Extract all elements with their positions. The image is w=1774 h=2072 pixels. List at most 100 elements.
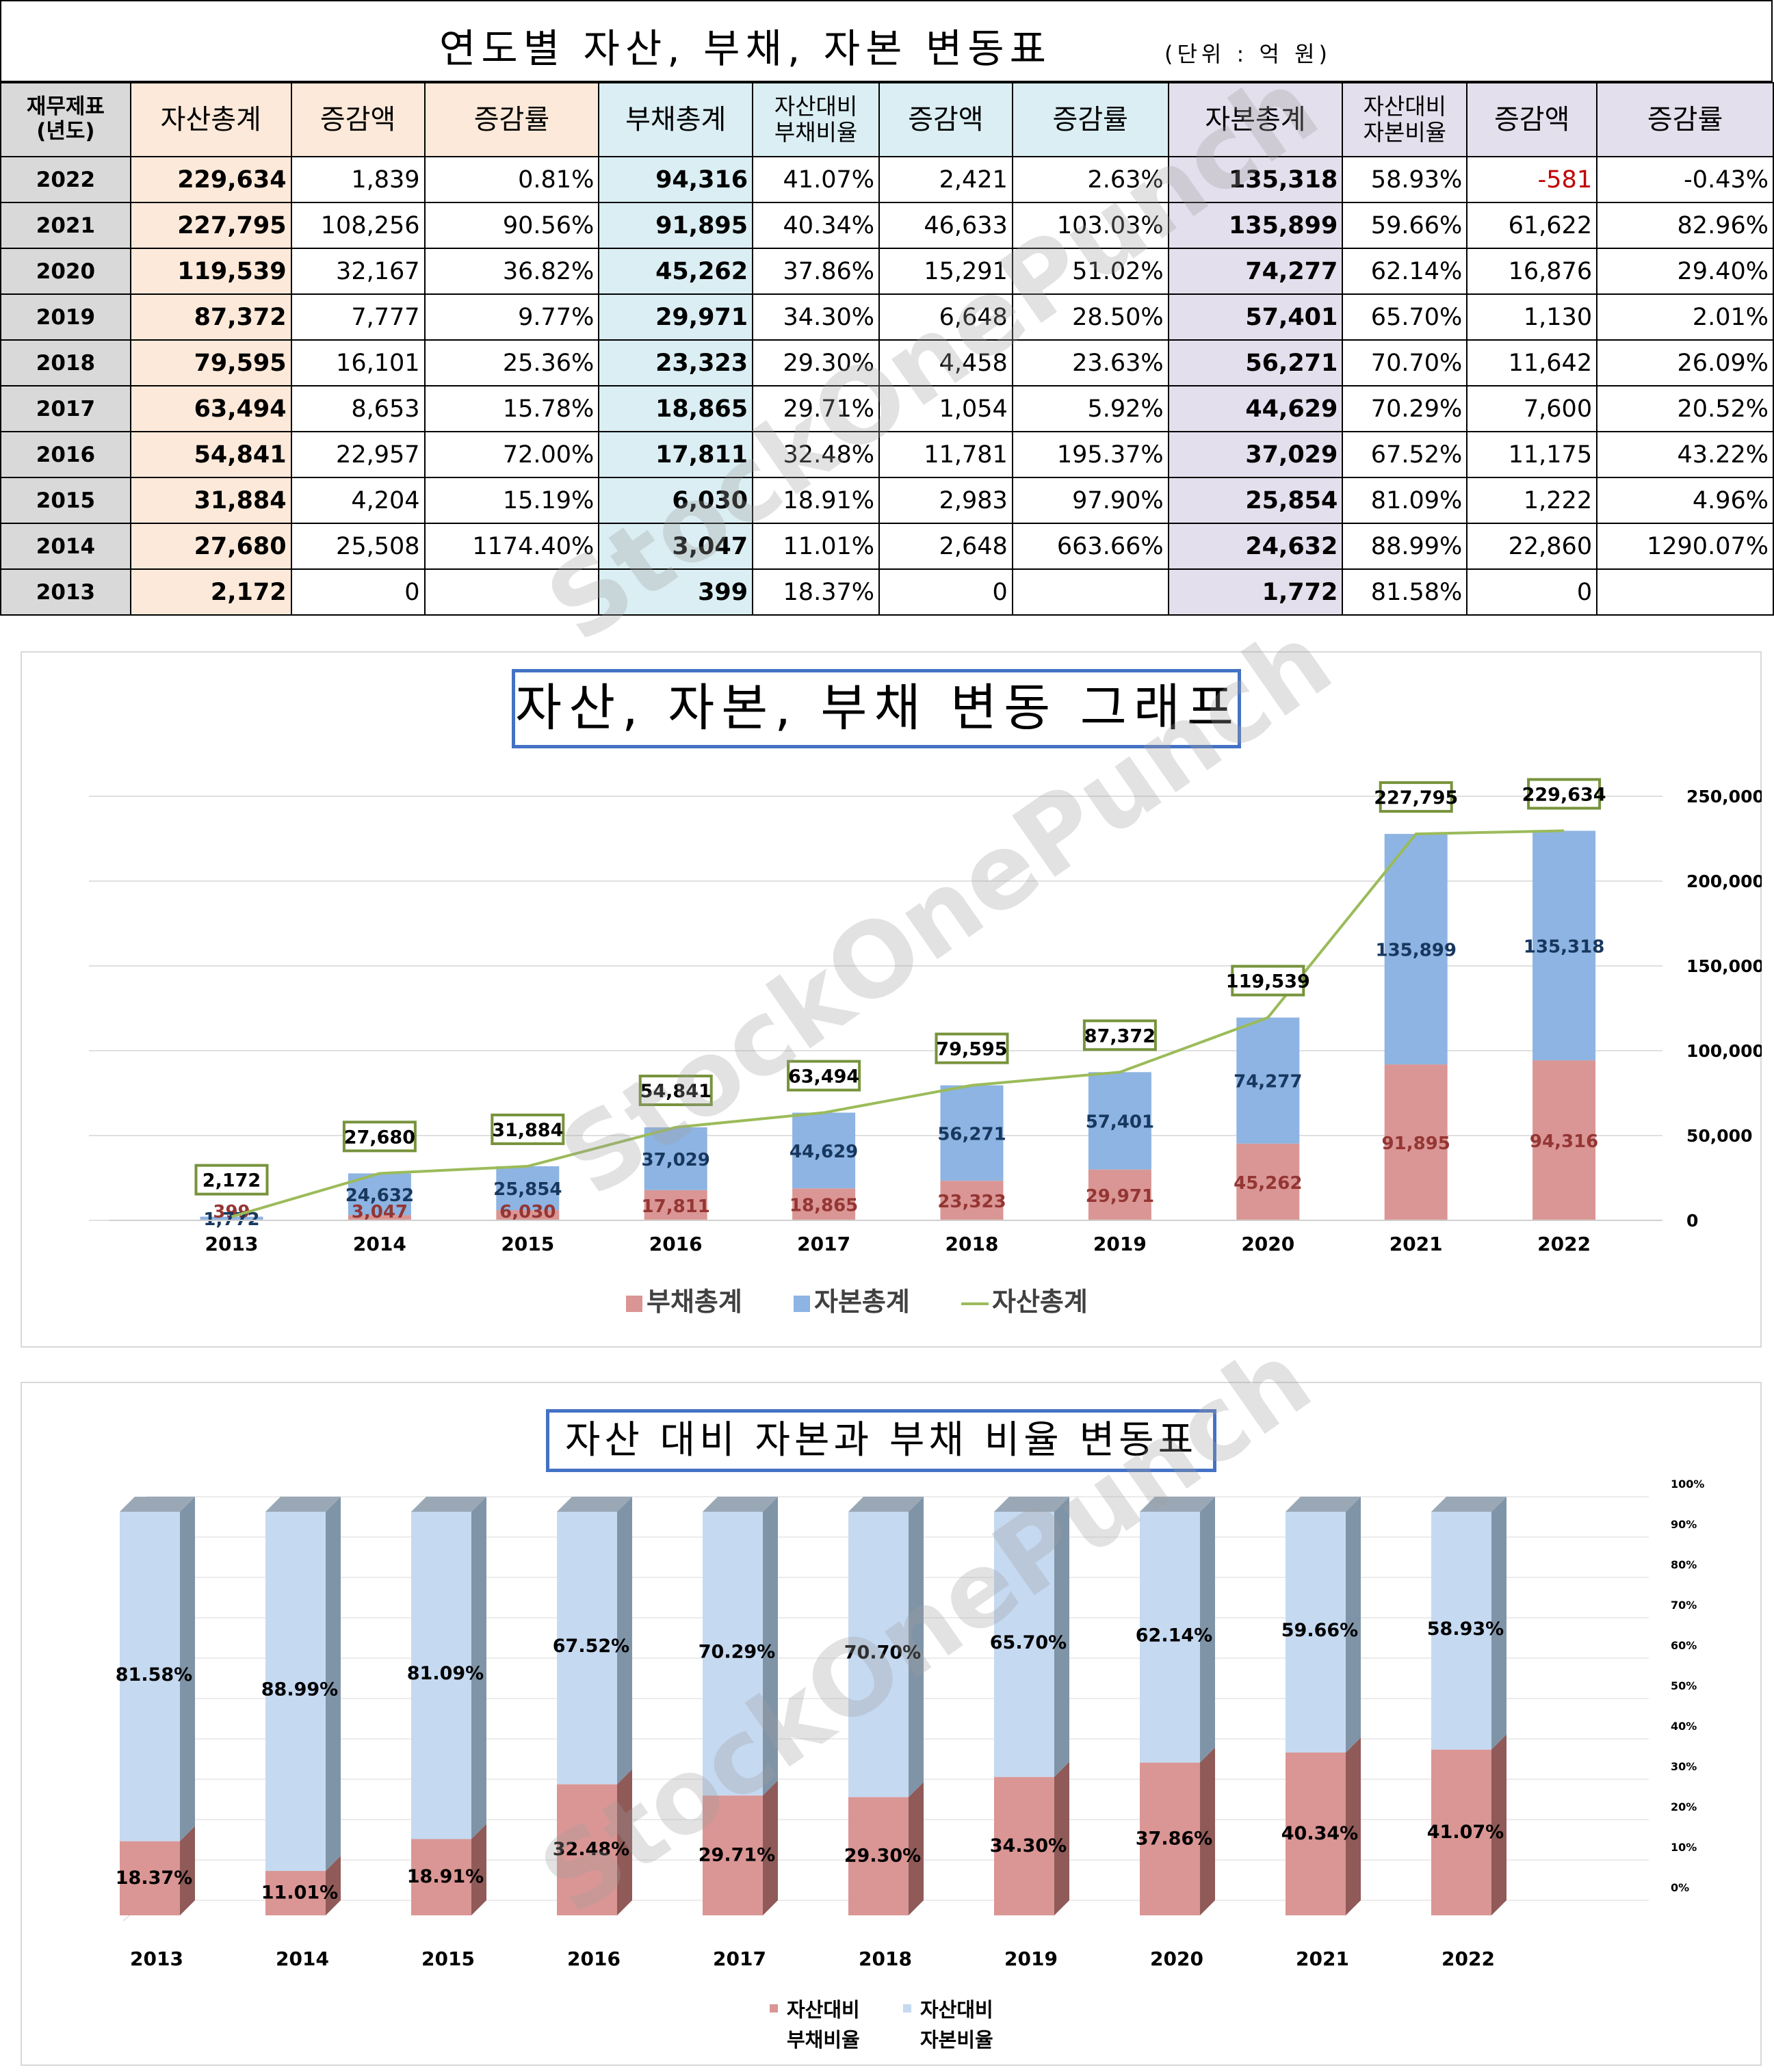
y-tick-label: 100,000: [1686, 1041, 1762, 1061]
table-cell: 91,895: [598, 202, 754, 249]
debt-ratio-bar: [557, 1784, 617, 1915]
x-tick-label: 2015: [501, 1233, 554, 1255]
asset-value-label: 229,634: [1522, 785, 1606, 806]
debt-ratio-label: 41.07%: [1427, 1822, 1504, 1843]
table-cell: 62.14%: [1342, 248, 1468, 295]
asset-debt-equity-chart: 0 50,000 100,000 150,000 200,000 250,000 2013 3…: [89, 778, 1762, 1317]
equity-ratio-bar-side: [326, 1497, 341, 1872]
debt-ratio-bar-side: [326, 1856, 341, 1915]
unit-note: (단위 : 억 원): [1164, 41, 1332, 67]
table-cell: 3,047: [598, 523, 754, 570]
page-title: 연도별 자산, 부채, 자본 변동표: [439, 25, 1052, 72]
table-cell: 70.70%: [1342, 339, 1468, 386]
table-row: 2018 79,595 16,101 25.36% 23,323 29.30% 4,458 2…: [0, 339, 1774, 386]
equity-ratio-bar-side: [617, 1497, 632, 1785]
debt-value-label: 18,865: [790, 1196, 858, 1216]
table-cell: 11,781: [878, 431, 1013, 478]
equity-ratio-bar: [120, 1512, 180, 1841]
x-tick-label: 2021: [1296, 1948, 1349, 1970]
debt-ratio-bar-side: [180, 1826, 195, 1915]
table-cell: 61,622: [1466, 202, 1598, 249]
asset-value-box: [1082, 1019, 1157, 1051]
equity-ratio-bar: [265, 1512, 326, 1872]
y-tick-label: 50,000: [1686, 1126, 1752, 1146]
debt-ratio-label: 18.91%: [407, 1866, 484, 1887]
legend-equity-label: 자본총계: [814, 1287, 910, 1317]
asset-value-label: 227,795: [1374, 787, 1458, 809]
table-cell: 46,633: [878, 202, 1013, 249]
equity-value-label: 135,899: [1375, 941, 1456, 961]
table-cell: 41.07%: [752, 156, 880, 203]
table-cell: 227,795: [129, 202, 292, 249]
table-cell: 11.01%: [752, 523, 880, 570]
legend-debt-ratio-label: 자산대비 부채비율: [787, 1998, 860, 2051]
legend-equity-ratio-swatch: [903, 2004, 911, 2012]
table-row: 2013 2,172 0 399 18.37% 0 1,772 81.58% 0: [0, 568, 1774, 616]
asset-value-box: [342, 1120, 417, 1153]
equity-ratio-bar: [1431, 1512, 1491, 1750]
y-tick-label: 100%: [1671, 1478, 1704, 1491]
equity-ratio-bar-top: [848, 1497, 924, 1512]
equity-ratio-label: 88.99%: [261, 1679, 338, 1701]
table-cell: 4,458: [878, 339, 1013, 386]
table-cell: 399: [598, 568, 754, 616]
table-cell: 34.30%: [752, 293, 880, 341]
equity-bar: [1236, 1017, 1300, 1144]
equity-bar: [1088, 1072, 1151, 1170]
table-cell: 1174.40%: [423, 523, 600, 570]
equity-ratio-bar-side: [1491, 1497, 1506, 1750]
table-cell: 2,983: [878, 477, 1013, 524]
debt-ratio-label: 37.86%: [1136, 1828, 1212, 1849]
table-cell: 81.09%: [1342, 477, 1468, 524]
table-cell: 0.81%: [423, 156, 600, 203]
header-year: 재무제표 (년도): [0, 82, 131, 157]
table-cell: 1,772: [1167, 568, 1344, 616]
equity-ratio-bar-top: [120, 1497, 195, 1512]
table-cell: 56,271: [1167, 339, 1344, 386]
table-row: 2021 227,795 108,256 90.56% 91,895 40.34% 46,6…: [0, 202, 1774, 249]
table-header-row: 재무제표 (년도) 자산총계 증감액 증감률 부채총계 자산대비 부채비율 증감액 증감률 자본…: [0, 82, 1774, 157]
header-asset-total: 자산총계: [129, 82, 292, 157]
x-tick-label: 2019: [1004, 1948, 1058, 1970]
debt-value-label: 45,262: [1234, 1173, 1302, 1194]
debt-bar: [940, 1181, 1004, 1220]
debt-ratio-label: 11.01%: [261, 1883, 338, 1904]
table-cell: 2018: [0, 339, 131, 386]
table-cell: 2013: [0, 568, 131, 616]
table-cell: 135,318: [1167, 156, 1344, 203]
equity-bar: [644, 1127, 707, 1190]
table-cell: 7,777: [290, 293, 426, 341]
table-cell: 1,222: [1466, 477, 1598, 524]
equity-value-label: 1,772: [203, 1209, 259, 1230]
table-cell: 2015: [0, 477, 131, 524]
table-cell: 1,054: [878, 385, 1013, 432]
table-cell: 2021: [0, 202, 131, 249]
equity-ratio-bar-top: [265, 1497, 341, 1512]
legend-debt-label: 부채총계: [647, 1287, 742, 1317]
table-cell: 2014: [0, 523, 131, 570]
table-cell: 59.66%: [1342, 202, 1468, 249]
table-cell: 4,204: [290, 477, 426, 524]
table-cell: 2,172: [129, 568, 292, 616]
asset-value-label: 79,595: [936, 1039, 1007, 1060]
legend-equity-swatch: [794, 1296, 810, 1312]
equity-ratio-bar-top: [557, 1497, 632, 1512]
legend-line: 자본비율: [920, 2028, 993, 2051]
table-cell: 119,539: [129, 248, 292, 295]
equity-value-label: 25,854: [493, 1179, 562, 1200]
table-cell: 29,971: [598, 293, 754, 341]
x-tick-label: 2013: [130, 1948, 183, 1970]
asset-value-box: [194, 1164, 269, 1196]
debt-bar: [348, 1215, 411, 1220]
header-debt-rate: 증감률: [1011, 82, 1169, 157]
debt-bar: [1384, 1064, 1448, 1220]
equity-ratio-bar: [848, 1512, 909, 1798]
debt-ratio-bar-side: [617, 1769, 632, 1915]
table-cell: 1290.07%: [1596, 523, 1774, 570]
table-cell: 24,632: [1167, 523, 1344, 570]
x-tick-label: 2014: [276, 1948, 329, 1970]
table-cell: 74,277: [1167, 248, 1344, 295]
debt-value-label: 29,971: [1086, 1186, 1154, 1207]
y-tick-label: 40%: [1671, 1720, 1697, 1733]
table-row: 2017 63,494 8,653 15.78% 18,865 29.71% 1,054 5.…: [0, 385, 1774, 432]
